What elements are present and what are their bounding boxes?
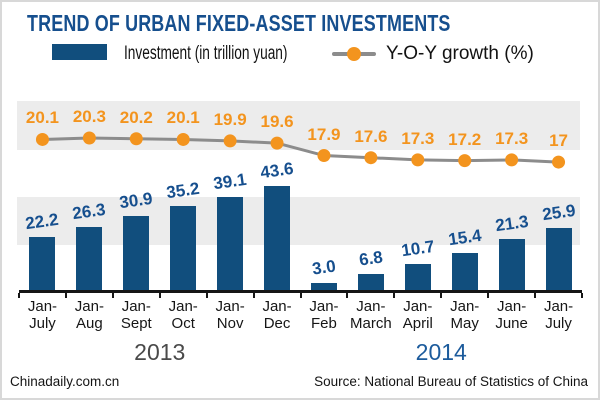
growth-value-label: 17.9 bbox=[307, 124, 341, 144]
bar bbox=[76, 227, 103, 290]
x-axis-line bbox=[19, 290, 582, 293]
x-axis-label: Jan- Sept bbox=[120, 298, 152, 332]
x-axis-label: Jan- March bbox=[350, 298, 392, 332]
bar bbox=[264, 185, 291, 290]
x-axis-label: Jan- Dec bbox=[262, 298, 292, 332]
page-title: TREND OF URBAN FIXED-ASSET INVESTMENTS bbox=[27, 10, 451, 36]
x-axis-label: Jan- Nov bbox=[215, 298, 245, 332]
x-axis-label: Jan- May bbox=[450, 298, 480, 332]
growth-value-label: 20.3 bbox=[72, 107, 106, 126]
x-axis-tick bbox=[111, 293, 114, 298]
bar-value-label: 10.7 bbox=[400, 237, 436, 261]
x-axis-label: Jan- June bbox=[495, 298, 528, 332]
legend-dot-icon bbox=[347, 47, 361, 61]
growth-value-label: 17.3 bbox=[495, 128, 529, 148]
growth-dot bbox=[505, 153, 519, 167]
footer-source: Source: National Bureau of Statistics of… bbox=[314, 374, 588, 389]
gridband-lower bbox=[17, 197, 580, 245]
x-axis-tick bbox=[205, 293, 208, 298]
legend-bar-swatch bbox=[52, 44, 107, 60]
growth-value-label: 20.1 bbox=[166, 108, 200, 128]
x-axis-tick bbox=[18, 293, 20, 298]
x-axis-tick bbox=[299, 293, 302, 298]
x-axis-tick bbox=[534, 293, 537, 298]
year-label-2014: 2014 bbox=[415, 339, 467, 365]
bar-value-label: 43.6 bbox=[259, 158, 295, 182]
x-axis-tick bbox=[346, 293, 349, 298]
x-axis-tick bbox=[64, 293, 67, 298]
growth-dot bbox=[364, 151, 378, 165]
x-axis-label: Jan- April bbox=[402, 298, 433, 332]
x-axis-tick bbox=[440, 293, 443, 298]
bar-value-label: 15.4 bbox=[446, 225, 483, 250]
x-axis-tick bbox=[581, 293, 583, 298]
bar bbox=[310, 282, 337, 290]
bar-value-label: 3.0 bbox=[310, 256, 337, 279]
legend-bar-label: Investment (in trillion yuan) bbox=[124, 43, 288, 64]
year-label-2013: 2013 bbox=[134, 339, 186, 365]
growth-value-label: 19.9 bbox=[213, 109, 247, 129]
bar-value-label: 6.8 bbox=[357, 247, 384, 270]
bar bbox=[498, 239, 525, 290]
growth-value-label: 17.3 bbox=[401, 128, 435, 148]
footer-brand: Chinadaily.com.cn bbox=[10, 374, 120, 389]
x-axis-label: Jan- Oct bbox=[168, 298, 198, 332]
x-axis-tick bbox=[487, 293, 490, 298]
x-axis-label: Jan- Aug bbox=[74, 298, 104, 332]
bar bbox=[123, 216, 150, 290]
growth-dot bbox=[411, 153, 425, 167]
growth-dot bbox=[458, 154, 472, 168]
bar bbox=[545, 228, 572, 290]
growth-dot bbox=[552, 155, 566, 169]
growth-value-label: 20.2 bbox=[119, 107, 153, 127]
x-axis-tick bbox=[158, 293, 161, 298]
x-axis-label: Jan- Feb bbox=[309, 298, 339, 332]
growth-value-label: 17.6 bbox=[354, 126, 388, 146]
bar-value-label: 39.1 bbox=[212, 169, 248, 193]
growth-value-label: 17.2 bbox=[448, 129, 482, 149]
x-axis-tick bbox=[393, 293, 396, 298]
x-axis-label: Jan- July bbox=[27, 298, 58, 332]
bar bbox=[217, 196, 244, 290]
bar bbox=[404, 264, 431, 290]
bar bbox=[357, 273, 384, 290]
bar bbox=[29, 236, 56, 290]
growth-dot bbox=[317, 149, 331, 163]
growth-value-label: 19.6 bbox=[260, 112, 294, 132]
growth-value-label: 20.1 bbox=[25, 108, 59, 128]
growth-value-label: 17 bbox=[549, 131, 568, 151]
legend-line-label: Y-O-Y growth (%) bbox=[386, 43, 534, 64]
x-axis-label: Jan- July bbox=[543, 298, 574, 332]
bar bbox=[170, 205, 197, 290]
x-axis-tick bbox=[252, 293, 255, 298]
bar bbox=[451, 253, 478, 290]
